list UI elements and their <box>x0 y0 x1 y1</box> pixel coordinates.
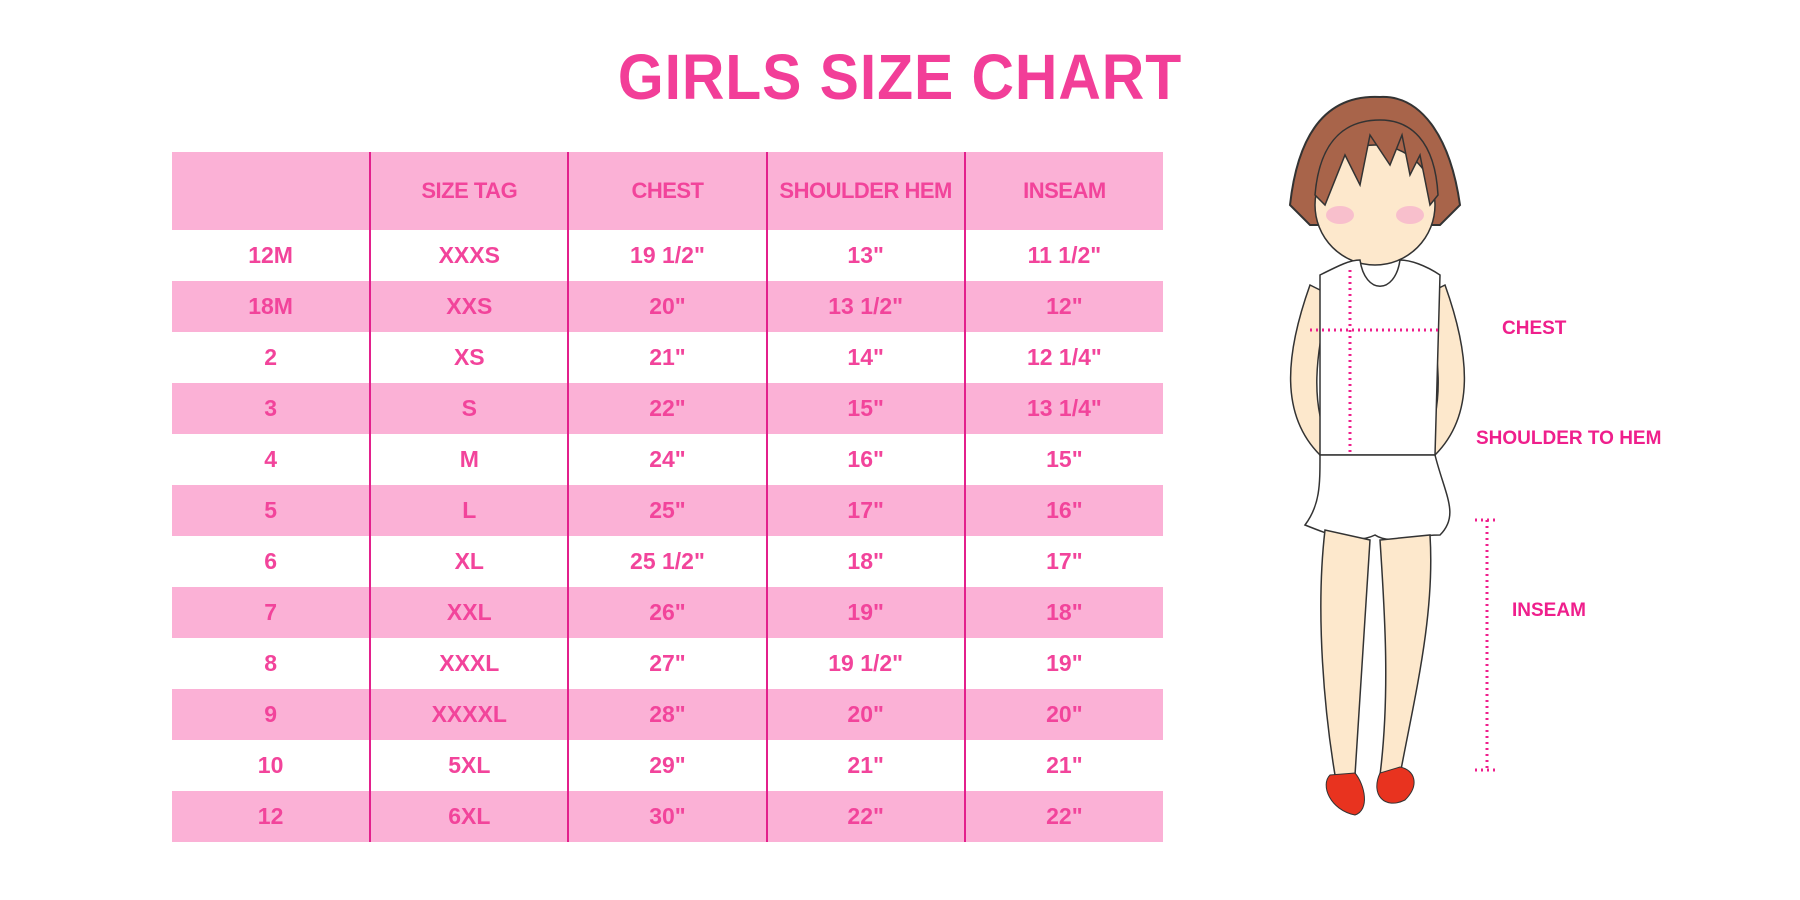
cell-age: 6 <box>264 548 277 574</box>
table-row: 9 XXXXL 28" 20" 20" <box>172 689 1163 740</box>
table-row: 8 XXXL 27" 19 1/2" 19" <box>172 638 1163 689</box>
cell-shoulder-hem: 20" <box>765 689 965 740</box>
cell-age: 8 <box>264 650 277 676</box>
cell-inseam: 16" <box>963 485 1163 536</box>
table-row: 7 XXL 26" 19" 18" <box>172 587 1163 638</box>
cell-shoulder-hem: 17" <box>765 485 965 536</box>
cell-size-tag: M <box>369 434 569 485</box>
cell-chest: 29" <box>567 740 767 791</box>
cell-size-tag: XXL <box>369 587 569 638</box>
cell-chest: 24" <box>567 434 767 485</box>
table-row: 6 XL 25 1/2" 18" 17" <box>172 536 1163 587</box>
cell-size-tag: XXXXL <box>369 689 569 740</box>
girl-figure-icon <box>1288 95 1495 816</box>
cell-chest: 19 1/2" <box>567 230 767 281</box>
table-row: 12M XXXS 19 1/2" 13" 11 1/2" <box>172 230 1163 281</box>
cell-chest: 25" <box>567 485 767 536</box>
cell-inseam: 11 1/2" <box>963 230 1163 281</box>
cell-age: 2 <box>264 344 277 370</box>
cell-size-tag: XXXL <box>369 638 569 689</box>
table-row: 5 L 25" 17" 16" <box>172 485 1163 536</box>
cell-chest: 21" <box>567 332 767 383</box>
cell-inseam: 12" <box>963 281 1163 332</box>
cell-size-tag: L <box>369 485 569 536</box>
cell-inseam: 13 1/4" <box>963 383 1163 434</box>
cell-chest: 30" <box>567 791 767 842</box>
cell-size-tag: S <box>369 383 569 434</box>
cell-shoulder-hem: 15" <box>765 383 965 434</box>
cell-inseam: 15" <box>963 434 1163 485</box>
cell-shoulder-hem: 14" <box>765 332 965 383</box>
cell-inseam: 17" <box>963 536 1163 587</box>
cell-chest: 25 1/2" <box>567 536 767 587</box>
cell-shoulder-hem: 16" <box>765 434 965 485</box>
table-header-row: SIZE TAG CHEST SHOULDER HEM INSEAM <box>172 152 1163 230</box>
table-row: 10 5XL 29" 21" 21" <box>172 740 1163 791</box>
cell-age: 7 <box>172 587 371 638</box>
cell-age: 3 <box>172 383 371 434</box>
cell-age: 9 <box>172 689 371 740</box>
inseam-label: INSEAM <box>1512 600 1586 621</box>
cell-inseam: 12 1/4" <box>963 332 1163 383</box>
shoulder-to-hem-label: SHOULDER TO HEM <box>1476 428 1662 449</box>
cell-size-tag: 5XL <box>369 740 569 791</box>
cell-shoulder-hem: 21" <box>765 740 965 791</box>
header-age <box>172 152 371 230</box>
cell-inseam: 22" <box>963 791 1163 842</box>
table-row: 12 6XL 30" 22" 22" <box>172 791 1163 842</box>
chest-label: CHEST <box>1502 318 1567 339</box>
cell-chest: 26" <box>567 587 767 638</box>
cell-size-tag: XXXS <box>369 230 569 281</box>
cell-shoulder-hem: 19" <box>765 587 965 638</box>
cell-shoulder-hem: 22" <box>765 791 965 842</box>
header-shoulder-hem: SHOULDER HEM <box>765 152 965 230</box>
page-title: GIRLS SIZE CHART <box>617 41 1183 113</box>
table-row: 2 XS 21" 14" 12 1/4" <box>172 332 1163 383</box>
cell-inseam: 19" <box>963 638 1163 689</box>
cell-chest: 22" <box>567 383 767 434</box>
cell-age: 5 <box>172 485 371 536</box>
cell-size-tag: XL <box>369 536 569 587</box>
header-chest: CHEST <box>567 152 767 230</box>
cell-age: 10 <box>257 752 284 778</box>
cell-inseam: 18" <box>963 587 1163 638</box>
cell-shoulder-hem: 13 1/2" <box>765 281 965 332</box>
cell-inseam: 21" <box>963 740 1163 791</box>
cell-age: 12 <box>172 791 371 842</box>
table-row: 3 S 22" 15" 13 1/4" <box>172 383 1163 434</box>
table-row: 4 M 24" 16" 15" <box>172 434 1163 485</box>
cell-chest: 27" <box>567 638 767 689</box>
cell-size-tag: XXS <box>369 281 569 332</box>
cell-age: 12M <box>248 242 293 268</box>
header-inseam: INSEAM <box>963 152 1163 230</box>
table-row: 18M XXS 20" 13 1/2" 12" <box>172 281 1163 332</box>
cell-shoulder-hem: 19 1/2" <box>765 638 965 689</box>
cell-shoulder-hem: 18" <box>765 536 965 587</box>
cell-chest: 28" <box>567 689 767 740</box>
cell-shoulder-hem: 13" <box>765 230 965 281</box>
cell-inseam: 20" <box>963 689 1163 740</box>
header-size-tag: SIZE TAG <box>369 152 569 230</box>
cell-size-tag: XS <box>369 332 569 383</box>
cell-chest: 20" <box>567 281 767 332</box>
cell-age: 4 <box>264 446 277 472</box>
cell-age: 18M <box>172 281 371 332</box>
size-table: SIZE TAG CHEST SHOULDER HEM INSEAM 12M XX… <box>172 152 1163 842</box>
girl-illustration <box>1270 95 1570 825</box>
cell-size-tag: 6XL <box>369 791 569 842</box>
